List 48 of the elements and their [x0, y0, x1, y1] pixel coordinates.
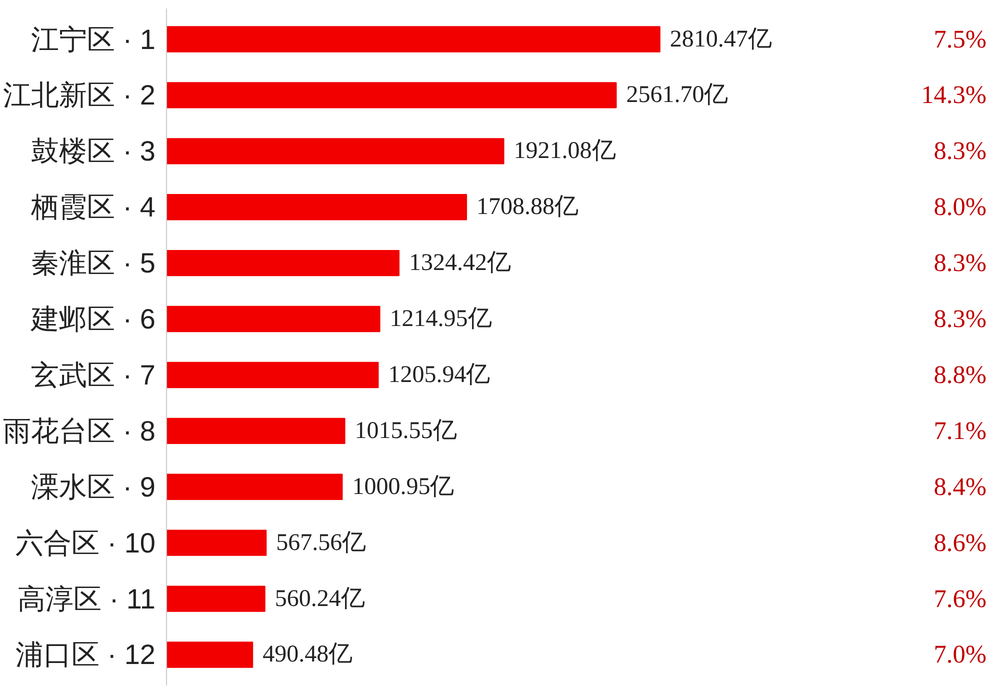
bar	[166, 418, 346, 444]
data-label: 1708.88亿	[476, 194, 579, 220]
bar	[166, 586, 266, 612]
y-tick-label: 建邺区 · 6	[30, 304, 156, 335]
data-label: 490.48亿	[262, 642, 353, 668]
bar	[166, 250, 400, 276]
text: 8.0%	[934, 193, 987, 222]
bar	[166, 306, 380, 332]
bar	[166, 474, 343, 500]
y-tick-label: 栖霞区 · 4	[30, 192, 156, 223]
y-tick-label: 江宁区 · 1	[31, 24, 156, 55]
text: 14.3%	[921, 81, 987, 110]
text: 7.5%	[934, 25, 987, 54]
data-label: 1921.08亿	[514, 138, 616, 164]
bar	[166, 26, 660, 52]
data-label: 1000.95亿	[352, 474, 454, 500]
text: 7.1%	[934, 416, 987, 445]
text: 7.6%	[934, 584, 987, 613]
bar	[166, 362, 379, 388]
y-tick-label: 溧水区 · 9	[31, 471, 156, 502]
data-label: 1214.95亿	[390, 306, 492, 332]
text: 8.4%	[934, 472, 987, 501]
bar	[166, 530, 267, 556]
text: 8.3%	[934, 305, 987, 334]
bar	[166, 194, 468, 220]
y-tick-label: 江北新区 · 2	[3, 80, 156, 111]
data-label: 1015.55亿	[354, 418, 457, 444]
y-tick-label: 秦淮区 · 5	[31, 248, 156, 279]
y-tick-label: 高淳区 · 11	[18, 583, 156, 614]
y-tick-label: 玄武区 · 7	[31, 359, 156, 390]
bar	[166, 82, 617, 108]
data-label: 1324.42亿	[409, 250, 512, 276]
text: 8.3%	[934, 249, 987, 278]
data-label: 567.56亿	[276, 530, 366, 556]
bar	[166, 642, 254, 668]
text: 8.8%	[934, 360, 987, 389]
data-label: 2810.47亿	[670, 26, 772, 52]
y-tick-label: 六合区 · 10	[15, 527, 156, 558]
data-label: 560.24亿	[274, 586, 365, 612]
bar	[166, 138, 504, 164]
data-label: 2561.70亿	[626, 82, 728, 108]
y-tick-label: 鼓楼区 · 3	[31, 136, 156, 167]
text: 8.6%	[934, 528, 987, 557]
y-tick-label: 雨花台区 · 8	[3, 415, 156, 446]
text: 7.0%	[934, 640, 987, 669]
text: 8.3%	[934, 137, 987, 166]
data-label: 1205.94亿	[388, 362, 490, 388]
y-tick-label: 浦口区 · 12	[15, 639, 156, 670]
